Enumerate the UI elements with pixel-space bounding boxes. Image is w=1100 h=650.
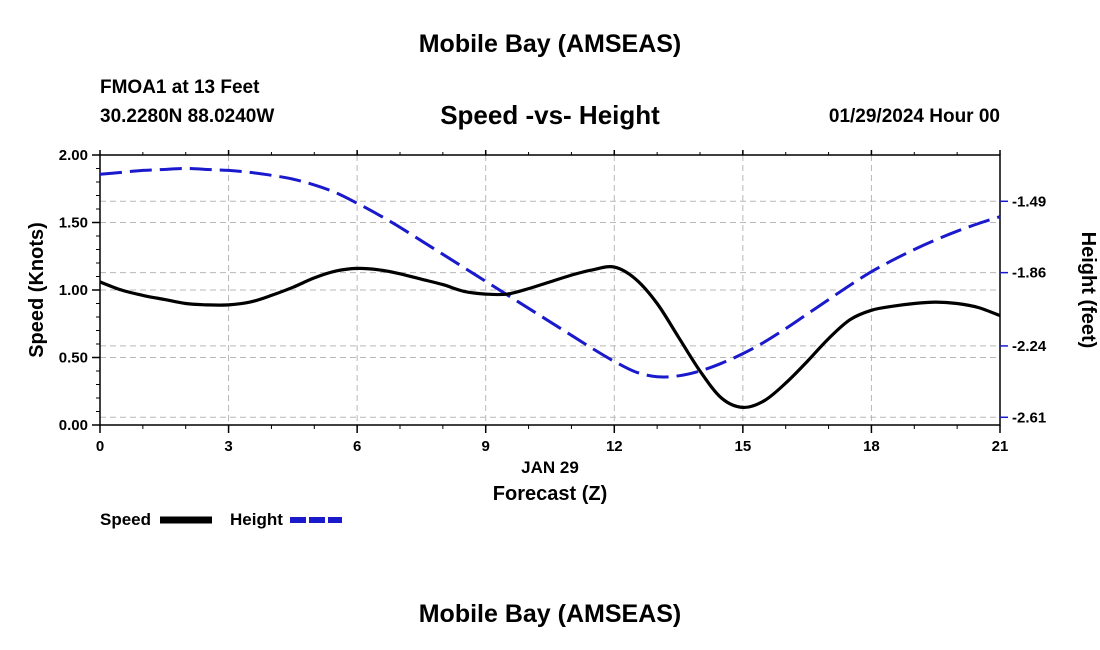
plot-title: Speed -vs- Height xyxy=(440,100,660,130)
x-tick-label: 12 xyxy=(606,438,623,455)
y-right-tick-label: -2.24 xyxy=(1012,338,1047,355)
axes: 0 3 6 9 12 15 18 21 0.00 0.50 1.00 1.50 2.00 -2.61 -2.… xyxy=(59,147,1047,455)
legend-height-swatch xyxy=(290,517,342,523)
x-tick-label: 9 xyxy=(482,438,490,455)
height-series-line xyxy=(99,166,1001,379)
forecast-date-label: 01/29/2024 Hour 00 xyxy=(828,106,1000,127)
y-right-tick-label: -1.86 xyxy=(1012,265,1046,282)
legend-speed-swatch xyxy=(160,516,212,524)
footer-title: Mobile Bay (AMSEAS) xyxy=(418,600,682,628)
x-tick-label: 6 xyxy=(353,438,361,455)
station-label: FMOA1 at 13 Feet xyxy=(100,77,260,98)
axis-labels: JAN 29 Forecast (Z) Speed (Knots) Height… xyxy=(26,222,1099,505)
y-tick-label: 2.00 xyxy=(59,147,88,164)
y-axis-title-right: Height (feet) xyxy=(1077,232,1099,349)
x-tick-label: 0 xyxy=(96,438,104,455)
y-tick-label: 0.00 xyxy=(59,417,88,434)
chart-title: Mobile Bay (AMSEAS) xyxy=(418,30,682,58)
series xyxy=(99,166,1001,410)
x-axis-title: Forecast (Z) xyxy=(493,483,607,505)
y-axis-title-left: Speed (Knots) xyxy=(26,222,48,358)
grid xyxy=(100,155,1000,425)
y-tick-label: 0.50 xyxy=(59,350,88,367)
y-tick-label: 1.50 xyxy=(59,215,88,232)
x-axis-date-label: JAN 29 xyxy=(521,458,579,477)
x-tick-label: 3 xyxy=(224,438,232,455)
legend-speed-label: Speed xyxy=(100,510,152,529)
y-right-tick-label: -2.61 xyxy=(1012,409,1046,426)
x-tick-label: 15 xyxy=(735,438,752,455)
coordinates-label: 30.2280N 88.0240W xyxy=(100,106,275,127)
y-right-tick-label: -1.49 xyxy=(1012,193,1046,210)
x-tick-label: 21 xyxy=(992,438,1009,455)
x-tick-label: 18 xyxy=(863,438,880,455)
speed-series-line xyxy=(99,265,1001,410)
y-tick-label: 1.00 xyxy=(59,282,88,299)
legend-height-label: Height xyxy=(230,510,283,529)
